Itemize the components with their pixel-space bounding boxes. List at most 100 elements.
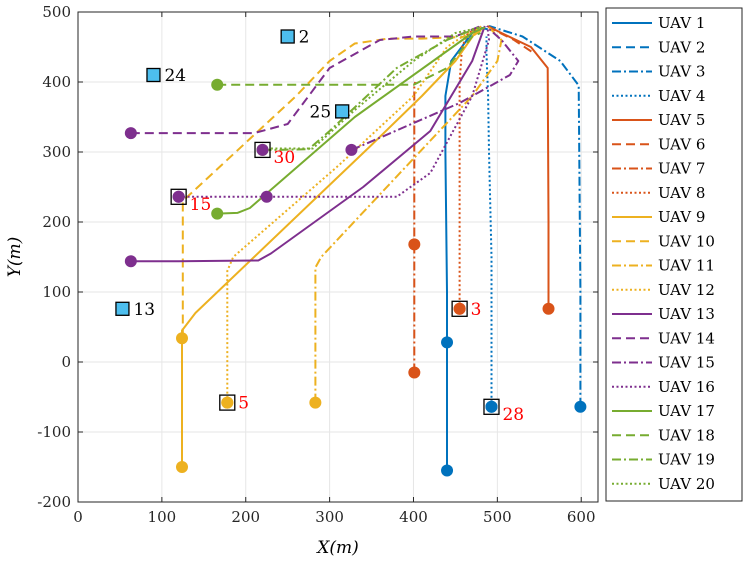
legend-label: UAV 15: [658, 354, 715, 372]
y-tick-label: -200: [37, 493, 71, 511]
target-label: 15: [190, 195, 212, 215]
series-line-uav-13: [130, 25, 486, 263]
target-28: 28: [483, 398, 524, 425]
y-tick-label: 200: [42, 213, 71, 231]
legend-item: UAV 17: [612, 402, 715, 420]
start-point-uav-14: [124, 127, 137, 140]
legend-item: UAV 18: [612, 426, 715, 444]
legend-label: UAV 11: [658, 257, 715, 275]
target-label: 3: [471, 300, 482, 320]
x-tick-label: 400: [399, 508, 428, 526]
series-line-uav-18: [217, 32, 481, 86]
legend-item: UAV 20: [612, 475, 715, 493]
x-tick-label: 200: [231, 508, 260, 526]
target-label: 28: [502, 405, 524, 425]
plot-frame: [77, 11, 599, 503]
legend-box: [605, 7, 743, 502]
axis-ticks: 0 100 200 300 400 500 600 -200 -100 0 100 200 300 400…: [37, 3, 598, 526]
target-15: 15: [170, 188, 212, 215]
y-tick-label: 100: [42, 283, 71, 301]
legend-item: UAV 7: [612, 160, 705, 178]
target-markers: 2 24 25 13 30 15 3 5 28: [115, 28, 524, 425]
x-tick-label: 100: [148, 508, 177, 526]
legend-label: UAV 12: [658, 281, 715, 299]
start-point-uav-16: [260, 190, 273, 203]
x-tick-label: 300: [315, 508, 344, 526]
legend-label: UAV 14: [658, 329, 715, 347]
start-point-uav-1: [441, 336, 454, 349]
legend-label: UAV 1: [658, 14, 705, 32]
legend-item: UAV 9: [612, 208, 705, 226]
x-axis-label: X(m): [315, 538, 359, 558]
start-point-uav-9: [176, 461, 188, 473]
target-label: 2: [299, 28, 310, 48]
legend-item: UAV 2: [612, 38, 705, 56]
target-label: 5: [238, 394, 249, 414]
legend-item: UAV 8: [612, 184, 705, 202]
y-tick-label: -100: [37, 423, 71, 441]
series-line-uav-5: [486, 25, 550, 309]
legend-item: UAV 6: [612, 135, 705, 153]
start-point-uav-15: [345, 143, 358, 156]
target-label: 13: [133, 300, 155, 320]
grid-lines: [78, 12, 598, 502]
start-point-uav-13: [124, 255, 137, 268]
legend-item: UAV 4: [612, 87, 705, 105]
legend-item: UAV 13: [612, 305, 715, 323]
legend-item: UAV 10: [612, 232, 715, 250]
target-30: 30: [254, 141, 296, 168]
target-label: 24: [164, 66, 186, 86]
start-point-uav-11: [309, 396, 322, 409]
y-tick-label: 400: [42, 73, 71, 91]
legend: UAV 1 UAV 2 UAV 3 UAV 4 UAV 5 UAV 6 UAV 7 UAV 8…: [605, 7, 743, 502]
legend-label: UAV 10: [658, 232, 715, 250]
y-tick-label: 0: [61, 353, 71, 371]
target-25: 25: [310, 102, 350, 122]
legend-item: UAV 14: [612, 329, 715, 347]
start-point-uav-17: [211, 207, 224, 220]
target-3: 3: [451, 300, 482, 320]
legend-label: UAV 9: [658, 208, 705, 226]
start-point-uav-3: [574, 400, 587, 413]
legend-item: UAV 15: [612, 354, 715, 372]
legend-item: UAV 11: [612, 257, 715, 275]
series-line-uav-20: [270, 26, 481, 150]
legend-label: UAV 2: [658, 38, 705, 56]
y-axis-label: Y(m): [5, 237, 25, 278]
start-point-uav-5: [542, 302, 555, 315]
legend-item: UAV 19: [612, 451, 715, 469]
legend-item: UAV 16: [612, 378, 715, 396]
series-line-uav-16: [178, 25, 490, 198]
legend-label: UAV 16: [658, 378, 715, 396]
series-line-uav-10: [181, 26, 486, 338]
series-line-uav-19: [262, 26, 480, 151]
target-2: 2: [280, 28, 310, 48]
start-point-uav-1: [441, 464, 454, 477]
legend-label: UAV 4: [658, 87, 705, 105]
legend-label: UAV 7: [658, 160, 705, 178]
start-point-uav-18: [211, 78, 224, 91]
legend-item: UAV 1: [612, 14, 705, 32]
legend-label: UAV 19: [658, 451, 715, 469]
legend-label: UAV 8: [658, 184, 705, 202]
legend-item: UAV 3: [612, 63, 705, 81]
target-label: 25: [310, 102, 332, 122]
legend-label: UAV 18: [658, 426, 715, 444]
y-tick-label: 300: [42, 143, 71, 161]
target-13: 13: [115, 300, 155, 320]
target-5: 5: [219, 394, 249, 414]
series-line-uav-12: [226, 25, 483, 403]
target-label: 30: [274, 148, 296, 168]
series-line-uav-7: [413, 81, 417, 373]
legend-item: UAV 12: [612, 281, 715, 299]
legend-label: UAV 6: [658, 135, 705, 153]
start-point-uav-7: [408, 238, 421, 251]
start-point-uav-9: [176, 332, 188, 345]
legend-label: UAV 3: [658, 63, 705, 81]
series-line-uav-11: [314, 26, 503, 403]
series-line-uav-15: [351, 26, 520, 151]
x-tick-label: 600: [567, 508, 596, 526]
legend-label: UAV 20: [658, 475, 715, 493]
target-24: 24: [146, 66, 186, 86]
